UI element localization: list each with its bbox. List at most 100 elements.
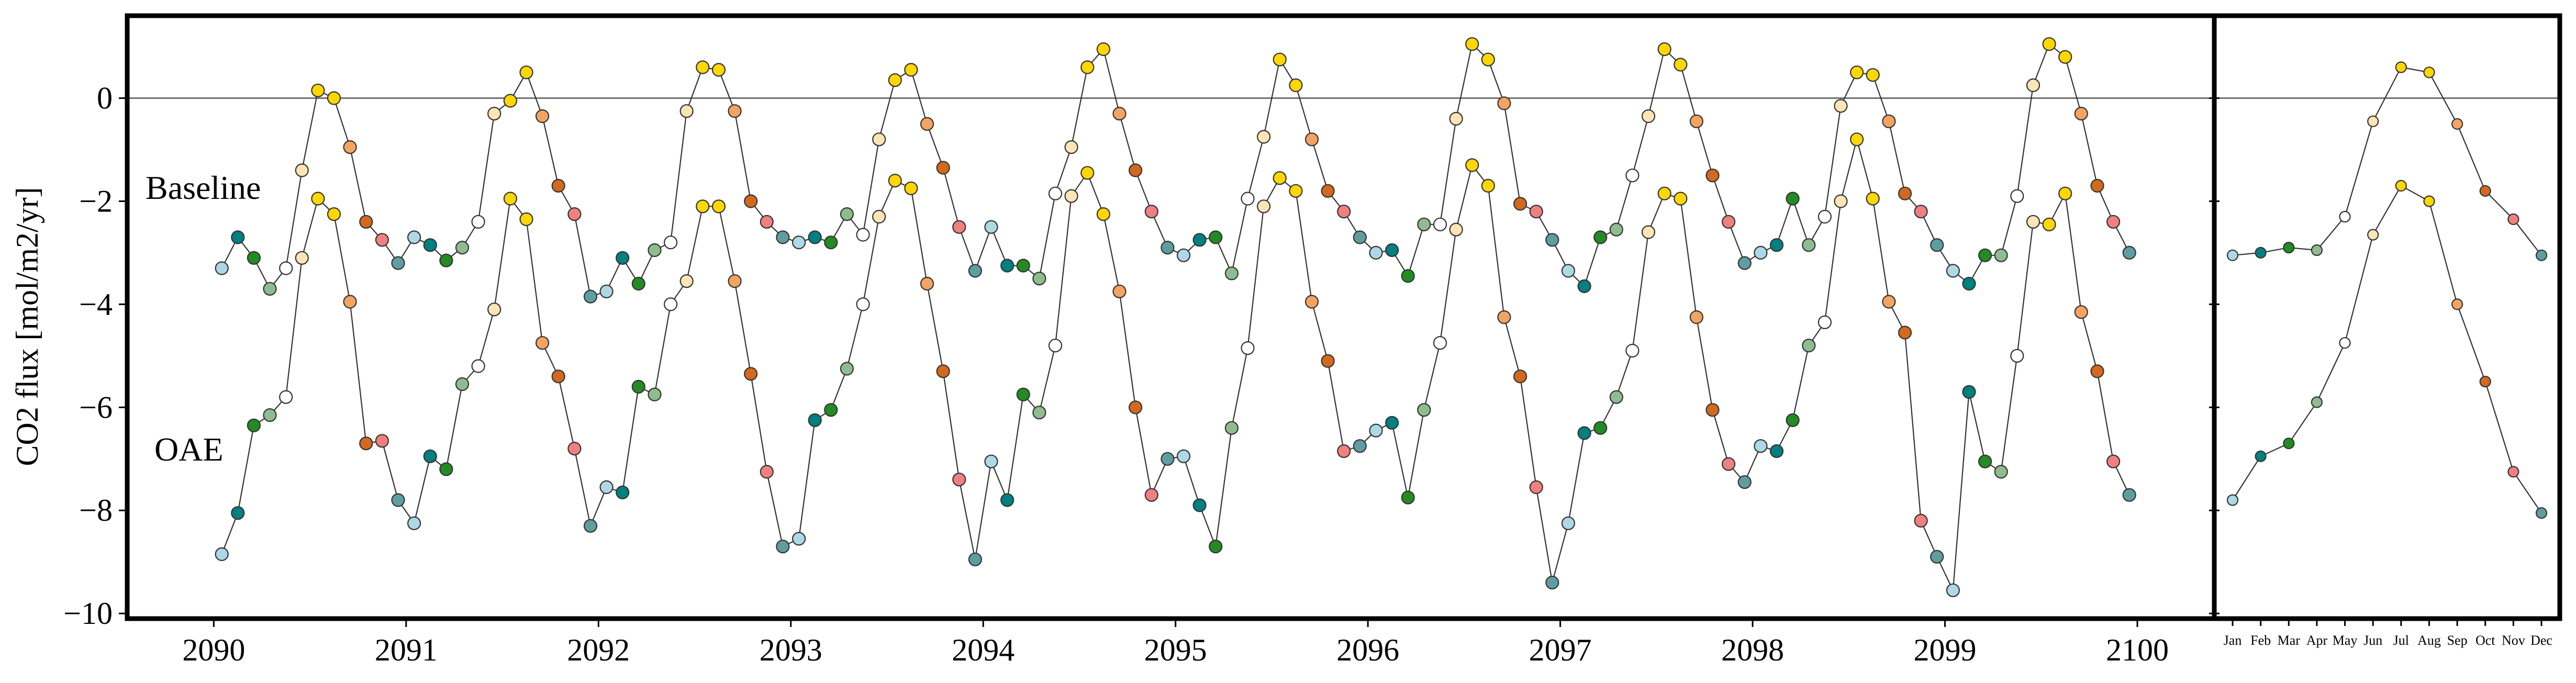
baseline-point: [1161, 241, 1175, 255]
baseline-point: [952, 220, 966, 234]
baseline-point: [840, 207, 854, 221]
oae-point: [1802, 339, 1816, 353]
baseline-point: [1048, 186, 1063, 200]
oae-point: [1882, 295, 1896, 309]
baseline-point: [1722, 215, 1736, 229]
baseline-point: [1689, 114, 1703, 128]
baseline-point: [1545, 233, 1559, 247]
oae-point: [439, 462, 453, 476]
oae-point: [1529, 480, 1543, 495]
oae-point: [311, 192, 325, 206]
clim-baseline-point: [2507, 213, 2519, 225]
baseline-point: [1930, 238, 1944, 252]
baseline-point: [1705, 169, 1720, 183]
oae-point: [1209, 540, 1223, 554]
baseline-point: [920, 117, 934, 131]
baseline-point: [1176, 248, 1191, 262]
oae-point: [1545, 575, 1559, 590]
main-plot-frame: [125, 13, 2217, 621]
baseline-point: [1064, 140, 1078, 154]
baseline-point: [1513, 197, 1527, 211]
baseline-point: [1032, 272, 1046, 286]
oae-point: [1914, 513, 1928, 528]
oae-point: [1465, 158, 1479, 172]
baseline-point: [1641, 109, 1656, 124]
oae-point: [936, 364, 950, 378]
baseline-point: [327, 91, 341, 105]
clim-baseline-point: [2339, 210, 2351, 223]
baseline-point: [1882, 114, 1896, 128]
baseline-point: [1273, 52, 1287, 66]
baseline-point: [1737, 256, 1752, 270]
oae-point: [1657, 186, 1671, 200]
clim-baseline-point: [2226, 249, 2239, 261]
baseline-point: [760, 215, 774, 229]
oae-point: [1304, 295, 1319, 309]
oae-point: [1176, 449, 1191, 463]
baseline-point: [2090, 178, 2104, 193]
oae-point: [1946, 583, 1960, 597]
x-tick-label: 2095: [1144, 633, 1207, 667]
oae-point: [1321, 354, 1335, 368]
oae-point: [1625, 343, 1640, 358]
oae-point: [1353, 439, 1367, 453]
baseline-point: [1529, 205, 1543, 219]
oae-point: [1401, 490, 1415, 505]
baseline-point: [1914, 205, 1928, 219]
month-tick-label: Dec: [2530, 633, 2552, 648]
clim-baseline-point: [2311, 244, 2323, 256]
oae-point: [519, 212, 533, 226]
oae-point: [984, 454, 998, 468]
oae-point: [295, 251, 309, 265]
baseline-point: [2042, 37, 2056, 51]
oae-point: [1161, 452, 1175, 466]
oae-point: [551, 370, 565, 384]
clim-oae-point: [2451, 298, 2463, 310]
baseline-point: [1817, 209, 1832, 224]
oae-point: [1385, 416, 1399, 430]
baseline-point: [1129, 163, 1143, 177]
y-tick-label: −6: [79, 390, 113, 424]
month-tick-label: May: [2333, 633, 2358, 648]
y-axis-label: CO2 flux [mol/m2/yr]: [10, 187, 44, 466]
oae-point: [888, 174, 902, 188]
baseline-point: [1593, 230, 1608, 244]
clim-oae-point: [2395, 180, 2407, 192]
oae-point: [263, 408, 277, 422]
oae-point: [359, 436, 373, 451]
baseline-point: [856, 228, 870, 242]
baseline-point: [1481, 52, 1495, 66]
baseline-point: [1497, 96, 1511, 110]
oae-point: [1449, 222, 1463, 237]
oae-point: [1641, 225, 1656, 239]
x-tick-label: 2098: [1721, 633, 1784, 667]
baseline-point: [1898, 186, 1912, 200]
oae-point: [808, 413, 822, 428]
baseline-point: [824, 236, 838, 250]
baseline-point: [1224, 266, 1239, 281]
oae-point: [1769, 444, 1784, 458]
oae-point: [1962, 385, 1976, 399]
oae-point: [535, 336, 550, 350]
oae-point: [728, 274, 742, 288]
oae-point: [711, 199, 726, 214]
oae-point: [616, 485, 630, 499]
oae-point: [1513, 370, 1527, 384]
oae-point: [631, 379, 645, 394]
oae-point: [1978, 454, 1992, 468]
oae-point: [327, 207, 341, 221]
oae-point: [247, 418, 261, 432]
oae-point: [904, 181, 918, 195]
oae-point: [1000, 493, 1014, 507]
oae-point: [423, 449, 437, 463]
baseline-point: [1577, 279, 1591, 294]
oae-point: [391, 493, 405, 507]
x-tick-label: 2097: [1529, 633, 1592, 667]
oae-point: [1866, 192, 1880, 206]
oae-point: [1369, 423, 1383, 438]
oae-point: [1497, 310, 1511, 324]
baseline-point: [663, 236, 678, 250]
baseline-point: [1994, 248, 2008, 262]
baseline-point: [423, 238, 437, 252]
